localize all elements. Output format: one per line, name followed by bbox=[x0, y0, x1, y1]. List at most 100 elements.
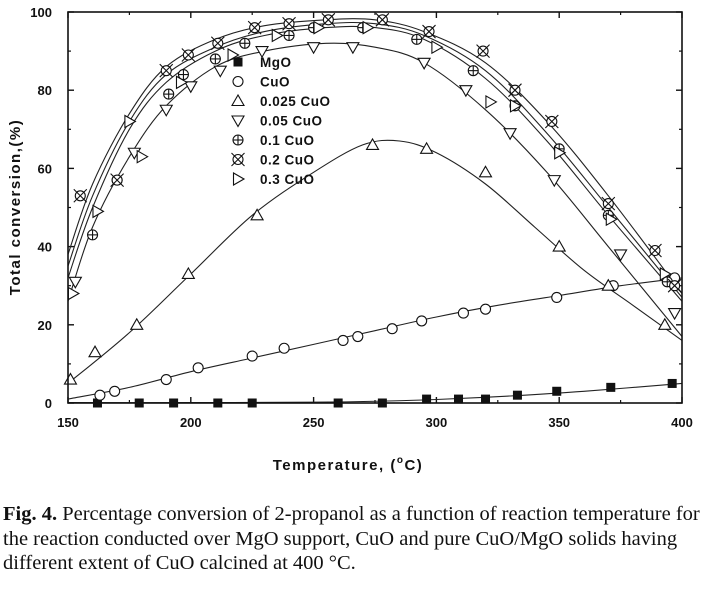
y-tick-label: 80 bbox=[38, 83, 52, 98]
point-0-1-cuo bbox=[87, 229, 99, 241]
point-cuo bbox=[352, 330, 364, 343]
point-0-05-cuo bbox=[159, 104, 174, 117]
y-axis-title: Total conversion,(%) bbox=[7, 119, 24, 295]
point-0-2-cuo bbox=[159, 63, 174, 78]
conversion-chart: 150 200 250 300 350 400 0 20 40 60 80 100 MgO CuO 0.0… bbox=[7, 5, 693, 474]
fit-curve-0-1-cuo bbox=[67, 25, 683, 302]
legend-marker-cuo bbox=[232, 75, 244, 88]
x-axis-title: Temperature, (oC) bbox=[273, 455, 424, 474]
point-0-2-cuo bbox=[247, 20, 262, 35]
legend-item-0-3-cuo: 0.3 CuO bbox=[232, 172, 315, 187]
legend-item-0-1-cuo: 0.1 CuO bbox=[232, 133, 314, 148]
point-0-3-cuo bbox=[124, 114, 137, 129]
point-mgo bbox=[512, 390, 522, 400]
point-0-025-cuo bbox=[601, 278, 616, 291]
fit-curve-0-3-cuo bbox=[67, 21, 683, 298]
point-0-1-cuo bbox=[163, 88, 175, 100]
point-0-3-cuo bbox=[175, 75, 189, 90]
y-tick-label: 20 bbox=[38, 318, 52, 333]
point-0-1-cuo bbox=[209, 53, 221, 65]
point-0-025-cuo bbox=[365, 137, 380, 150]
legend-label-0-025-cuo: 0.025 CuO bbox=[260, 94, 331, 109]
point-0-05-cuo bbox=[213, 65, 228, 78]
figure-label: Fig. 4. bbox=[3, 503, 58, 525]
point-0-025-cuo bbox=[657, 317, 672, 330]
legend-marker-0-3-cuo bbox=[232, 172, 246, 186]
point-0-2-cuo bbox=[321, 12, 336, 27]
point-0-025-cuo bbox=[181, 266, 196, 280]
legend-marker-mgo bbox=[233, 57, 243, 67]
caption-text: Percentage conversion of 2-propanol as a… bbox=[3, 503, 700, 574]
legend-item-mgo: MgO bbox=[233, 55, 292, 70]
point-0-3-cuo bbox=[605, 212, 618, 227]
point-0-025-cuo bbox=[63, 372, 78, 385]
point-0-05-cuo bbox=[183, 81, 198, 94]
x-tick-label: 200 bbox=[180, 415, 202, 430]
fit-curve-0-025-cuo bbox=[67, 139, 683, 384]
point-mgo bbox=[667, 378, 677, 388]
point-cuo bbox=[192, 362, 204, 374]
y-tick-label: 100 bbox=[30, 5, 52, 20]
point-0-05-cuo bbox=[503, 128, 518, 141]
legend-marker-0-025-cuo bbox=[231, 93, 245, 107]
y-tick-label: 40 bbox=[38, 240, 52, 255]
x-tick-label: 400 bbox=[671, 415, 693, 430]
legend-label-0-2-cuo: 0.2 CuO bbox=[260, 153, 315, 168]
x-tick-label: 350 bbox=[548, 415, 570, 430]
point-mgo bbox=[454, 394, 464, 404]
point-0-2-cuo bbox=[648, 243, 662, 258]
point-0-2-cuo bbox=[110, 173, 125, 188]
point-0-3-cuo bbox=[362, 20, 375, 35]
point-cuo bbox=[246, 350, 258, 362]
point-mgo bbox=[422, 394, 432, 404]
point-0-3-cuo bbox=[485, 94, 498, 109]
point-0-1-cuo bbox=[467, 65, 479, 77]
point-0-2-cuo bbox=[73, 188, 88, 203]
point-0-025-cuo bbox=[478, 165, 493, 178]
point-0-05-cuo bbox=[306, 42, 321, 55]
fit-curve-0-05-cuo bbox=[67, 42, 683, 337]
point-0-1-cuo bbox=[239, 37, 251, 49]
point-0-1-cuo bbox=[283, 29, 295, 42]
point-0-2-cuo bbox=[375, 12, 390, 27]
legend-marker-0-2-cuo bbox=[231, 152, 245, 167]
point-0-2-cuo bbox=[667, 278, 682, 293]
figure-caption: Fig. 4. Percentage conversion of 2-propa… bbox=[3, 502, 703, 576]
plot-frame bbox=[67, 11, 683, 404]
x-tick-label: 250 bbox=[303, 415, 325, 430]
point-0-2-cuo bbox=[544, 114, 559, 129]
point-0-05-cuo bbox=[458, 85, 473, 98]
point-0-025-cuo bbox=[88, 345, 102, 358]
point-0-2-cuo bbox=[476, 44, 490, 58]
point-cuo bbox=[551, 291, 563, 303]
fit-curves bbox=[67, 18, 683, 404]
point-0-2-cuo bbox=[181, 48, 196, 62]
point-0-025-cuo bbox=[419, 141, 434, 154]
point-cuo bbox=[479, 303, 492, 315]
point-0-05-cuo bbox=[255, 46, 269, 59]
point-0-2-cuo bbox=[210, 36, 225, 51]
legend-label-0-05-cuo: 0.05 CuO bbox=[260, 114, 323, 129]
point-mgo bbox=[481, 394, 491, 404]
point-0-3-cuo bbox=[271, 28, 284, 43]
legend-label-0-3-cuo: 0.3 CuO bbox=[260, 172, 315, 187]
legend-item-0-025-cuo: 0.025 CuO bbox=[231, 93, 331, 109]
point-cuo bbox=[337, 334, 349, 346]
point-cuo bbox=[457, 307, 469, 319]
point-0-025-cuo bbox=[552, 239, 567, 252]
point-0-2-cuo bbox=[282, 16, 296, 31]
y-tick-label: 0 bbox=[45, 396, 52, 411]
point-0-1-cuo bbox=[177, 69, 189, 81]
fit-curve-0-2-cuo bbox=[67, 18, 683, 294]
point-0-3-cuo bbox=[227, 48, 240, 62]
fit-curve-cuo bbox=[67, 277, 683, 400]
point-0-05-cuo bbox=[547, 175, 562, 188]
legend-label-mgo: MgO bbox=[260, 55, 292, 70]
point-cuo bbox=[278, 342, 290, 354]
point-cuo bbox=[416, 315, 428, 327]
x-tick-label: 300 bbox=[426, 415, 448, 430]
fit-curve-mgo bbox=[67, 382, 683, 404]
data-markers bbox=[63, 12, 682, 408]
point-mgo bbox=[606, 382, 616, 392]
point-0-05-cuo bbox=[68, 276, 83, 289]
